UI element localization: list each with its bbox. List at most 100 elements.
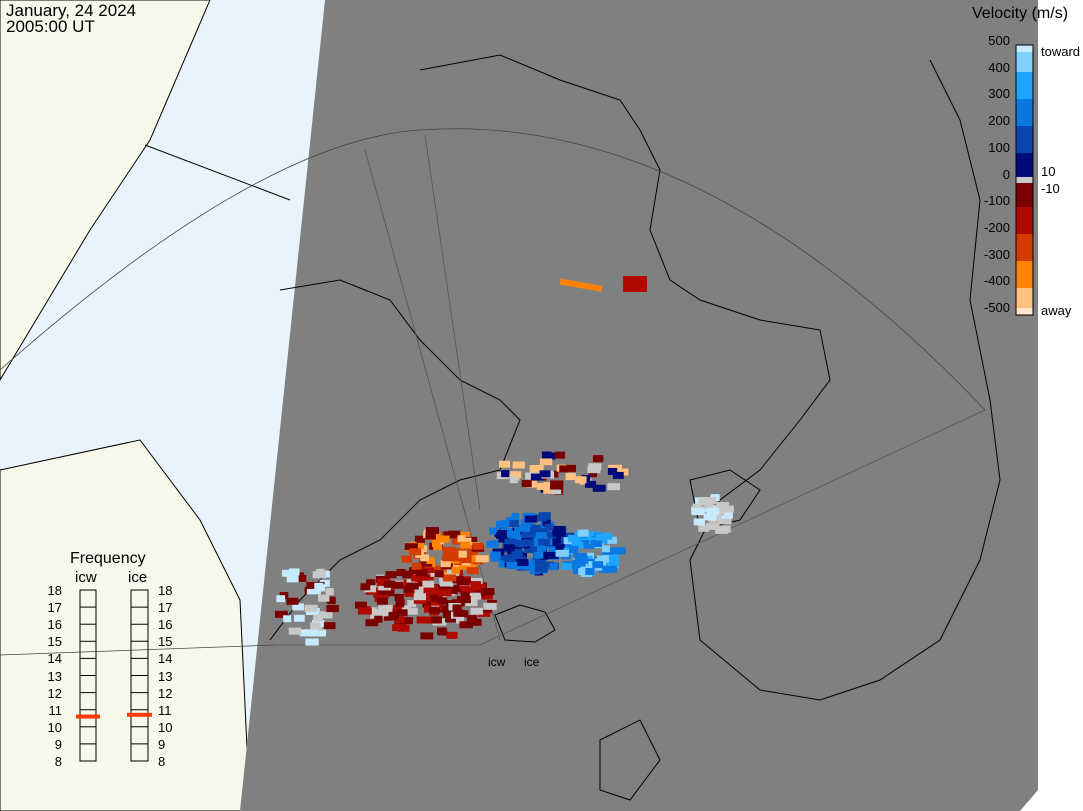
radar-cell: [573, 552, 588, 560]
radar-cell: [557, 536, 568, 544]
radar-cell: [715, 526, 728, 534]
radar-cell: [319, 579, 330, 587]
neg-threshold-label: -10: [1041, 181, 1060, 196]
radar-cell: [480, 592, 493, 600]
radar-cell: [698, 498, 709, 506]
radar-cell: [585, 568, 595, 576]
radar-cell: [286, 597, 299, 605]
radar-cell: [693, 518, 706, 526]
radar-cell: [425, 532, 436, 540]
radar-cell: [535, 544, 547, 552]
radar-cell: [548, 546, 557, 554]
radar-cell: [420, 554, 430, 562]
radar-cell: [374, 615, 383, 623]
radar-cell: [431, 539, 440, 547]
radar-cell: [566, 464, 576, 472]
radar-cell: [698, 524, 709, 532]
radar-cell: [533, 551, 544, 559]
radar-cell: [440, 560, 451, 568]
radar-cell: [597, 555, 609, 563]
radar-cell: [574, 476, 587, 484]
radar-cell: [561, 562, 572, 570]
velocity-tick: 100: [988, 139, 1010, 155]
time-label: 2005:00 UT: [6, 17, 95, 36]
radar-cell: [721, 511, 733, 519]
radar-cell: [478, 609, 491, 617]
radar-cell: [472, 542, 484, 550]
radar-cell: [538, 538, 551, 546]
radar-cell: [444, 567, 454, 575]
radar-cell: [522, 562, 533, 570]
date-label: January, 24 2024: [6, 1, 137, 20]
frequency-tick: 11: [158, 702, 172, 718]
radar-cell: [438, 589, 452, 597]
radar-cell: [559, 278, 603, 292]
radar-cell: [436, 535, 450, 543]
radar-cell: [544, 523, 554, 531]
frequency-tick: 15: [158, 634, 173, 650]
radar-cell: [512, 461, 526, 469]
radar-cell: [704, 497, 716, 505]
radar-cell: [392, 581, 404, 589]
radar-cell: [434, 565, 447, 573]
radar-cell: [462, 537, 472, 545]
radar-cell: [568, 534, 581, 542]
radar-cell: [281, 569, 295, 577]
radar-cell: [377, 578, 391, 586]
radar-cell: [424, 585, 438, 593]
frequency-tick: 10: [47, 719, 62, 735]
frequency-tick: 12: [47, 685, 62, 701]
radar-cell: [419, 559, 433, 567]
radar-cell: [543, 486, 556, 494]
colorbar-segment: [1016, 207, 1033, 234]
radar-cell: [442, 610, 454, 618]
radar-cell: [394, 593, 404, 601]
radar-cell: [304, 629, 318, 637]
radar-cell: [480, 588, 495, 596]
radar-cell: [623, 276, 647, 292]
colorbar-segment: [1016, 99, 1033, 126]
radar-cell: [286, 575, 299, 583]
radar-cell: [460, 591, 474, 599]
radar-cell: [323, 622, 336, 630]
radar-cell: [584, 480, 597, 488]
radar-cell: [470, 581, 481, 589]
radar-cell: [396, 609, 408, 617]
frequency-bars: [76, 589, 152, 762]
radar-cell: [433, 584, 447, 592]
radar-cell: [415, 545, 428, 553]
radar-cell: [404, 617, 413, 625]
radar-cell: [704, 502, 714, 510]
radar-cell: [414, 586, 424, 594]
radar-cell: [555, 549, 569, 557]
radar-cell: [396, 568, 406, 576]
radar-cell: [605, 557, 616, 565]
pos-threshold-label: 10: [1041, 164, 1056, 179]
radar-cell: [318, 594, 330, 602]
radar-cell: [306, 581, 315, 589]
radar-cell: [305, 638, 319, 646]
frequency-tick: 18: [47, 583, 62, 598]
velocity-tick: -100: [983, 193, 1010, 209]
radar-cell: [550, 536, 562, 544]
radar-cell: [314, 584, 326, 592]
radar-cell: [456, 616, 465, 624]
corner-arc: [1020, 790, 1083, 811]
radar-cell: [288, 627, 302, 635]
velocity-tick: -300: [983, 246, 1010, 262]
radar-cell: [443, 548, 458, 556]
radar-cell: [452, 562, 465, 570]
radar-cell: [498, 460, 511, 468]
frequency-tick: 14: [47, 651, 62, 667]
radar-cell: [469, 592, 482, 600]
radar-cell: [691, 508, 705, 516]
radar-cell: [450, 553, 460, 561]
radar-cell: [511, 513, 520, 521]
radar-cell: [588, 470, 598, 478]
radar-cell: [564, 541, 578, 549]
frequency-tick: 16: [47, 617, 62, 633]
radar-cell: [459, 582, 470, 590]
radar-cell: [592, 484, 606, 492]
radar-cell: [294, 614, 305, 622]
radar-cell: [466, 615, 478, 623]
